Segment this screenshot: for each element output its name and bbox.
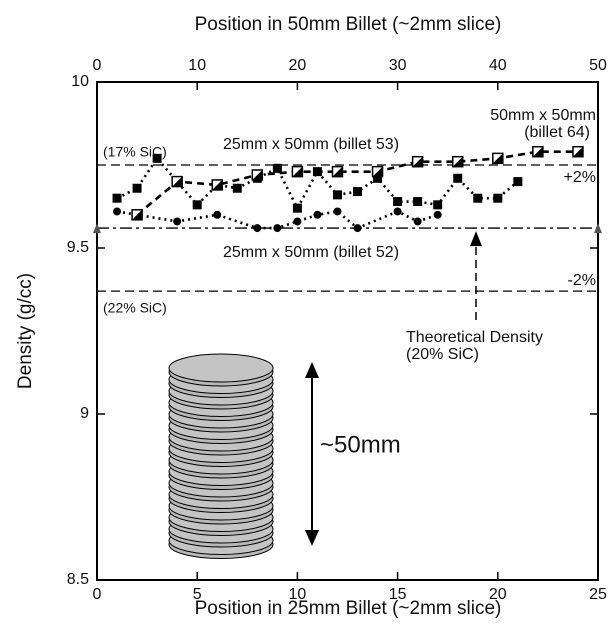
x2-tick-label: 30 (389, 57, 407, 74)
marker (353, 187, 363, 197)
marker-fill (572, 146, 583, 157)
x2-tick-label: 0 (93, 57, 102, 74)
annotation: Theoretical Density (406, 329, 543, 346)
billet-illustration (168, 353, 319, 559)
marker (253, 224, 262, 233)
x-tick-label: 20 (489, 586, 507, 603)
marker (393, 197, 403, 207)
series-label: 25mm x 50mm (billet 53) (223, 136, 399, 153)
marker (353, 224, 362, 233)
series-line (136, 150, 578, 216)
x-tick-label: 10 (289, 586, 307, 603)
x2-tick-label: 40 (489, 57, 507, 74)
marker (433, 200, 443, 210)
annotation: (17% SiC) (103, 144, 167, 160)
marker (313, 210, 322, 219)
marker (293, 217, 302, 226)
marker-fill (212, 179, 223, 190)
ref-marker (594, 223, 602, 234)
marker (113, 207, 122, 216)
marker (112, 193, 122, 203)
marker (493, 193, 503, 203)
marker-fill (292, 166, 303, 177)
arrow-head (305, 530, 319, 546)
marker (292, 203, 302, 213)
x-tick-label: 15 (389, 586, 407, 603)
marker (232, 183, 242, 193)
x2-tick-label: 20 (289, 57, 307, 74)
series-label: 25mm x 50mm (billet 52) (223, 244, 399, 261)
marker (273, 224, 282, 233)
marker (333, 207, 342, 216)
marker (373, 173, 383, 183)
plot-frame (96, 81, 599, 581)
y-tick-label: 10 (71, 73, 89, 90)
marker-fill (492, 153, 503, 164)
x2-tick-label: 10 (188, 57, 206, 74)
marker-fill (532, 146, 543, 157)
marker (152, 153, 162, 163)
marker (413, 197, 423, 207)
marker-fill (252, 169, 263, 180)
annotation: +2% (564, 169, 596, 186)
marker-fill (452, 156, 463, 167)
series-label: (billet 64) (524, 124, 590, 141)
annotation: (20% SiC) (406, 346, 479, 363)
marker (413, 217, 422, 226)
disc-top (168, 353, 274, 383)
marker-fill (372, 166, 383, 177)
x-axis-title: Position in 25mm Billet (~2mm slice) (195, 598, 502, 619)
arrow-head (470, 231, 482, 247)
marker (393, 207, 402, 216)
x2-axis-title: Position in 50mm Billet (~2mm slice) (195, 14, 502, 35)
arrow-head (305, 362, 319, 378)
annotation: ~50mm (320, 431, 401, 458)
ref-marker (93, 223, 101, 234)
x-tick-label: 0 (93, 586, 102, 603)
marker (132, 183, 142, 193)
marker (473, 193, 483, 203)
y-tick-label: 9.5 (67, 239, 89, 256)
marker-fill (412, 156, 423, 167)
marker (192, 200, 202, 210)
marker (272, 163, 282, 173)
annotation: -2% (568, 272, 596, 289)
marker-fill (332, 166, 343, 177)
marker (453, 173, 463, 183)
marker (433, 210, 442, 219)
marker (173, 217, 182, 226)
marker (213, 210, 222, 219)
y-tick-label: 9 (80, 405, 89, 422)
marker (513, 177, 523, 187)
marker (332, 190, 342, 200)
x2-tick-label: 50 (589, 57, 607, 74)
marker-fill (132, 209, 143, 220)
y-axis-title: Density (g/cc) (15, 273, 36, 389)
x-tick-label: 25 (589, 586, 607, 603)
annotation: (22% SiC) (103, 300, 167, 316)
x-tick-label: 5 (193, 586, 202, 603)
marker-fill (172, 176, 183, 187)
y-tick-label: 8.5 (67, 571, 89, 588)
series-label: 50mm x 50mm (490, 107, 596, 124)
